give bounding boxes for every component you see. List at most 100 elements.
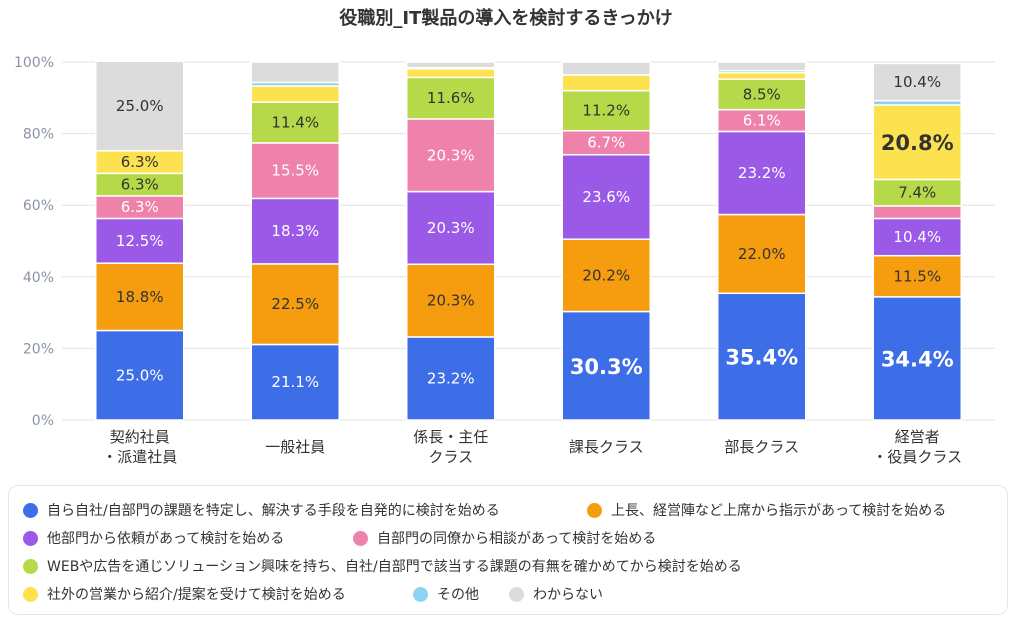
data-label: 10.4% xyxy=(893,73,941,91)
data-label: 12.5% xyxy=(116,232,164,250)
legend-item: わからない xyxy=(509,584,603,604)
data-label: 15.5% xyxy=(271,162,319,180)
legend-item: WEBや広告を通じソリューション興味を持ち、自社/自部門で該当する課題の有無を確… xyxy=(23,556,742,576)
x-tick-label: ・派遣社員 xyxy=(102,448,177,466)
data-label: 11.6% xyxy=(427,89,475,107)
data-label: 20.3% xyxy=(427,219,475,237)
bar-segment xyxy=(250,343,340,421)
bar-segment xyxy=(95,329,185,421)
bar-segment xyxy=(250,85,340,103)
data-label: 6.3% xyxy=(121,153,159,171)
data-label: 7.4% xyxy=(898,184,936,202)
data-label: 23.2% xyxy=(427,369,475,387)
legend-item: 自部門の同僚から相談があって検討を始める xyxy=(353,528,656,548)
x-tick-label: 経営者 xyxy=(895,428,940,446)
y-tick-label: 20% xyxy=(23,341,54,357)
x-tick-label: 部長クラス xyxy=(724,438,799,456)
bar-segment xyxy=(872,178,962,207)
data-label: 25.0% xyxy=(116,97,164,115)
bar-segment xyxy=(561,310,651,421)
legend-item: 社外の営業から紹介/提案を受けて検討を始める xyxy=(23,584,346,604)
bar-segment xyxy=(406,68,496,79)
data-label: 35.4% xyxy=(725,346,798,370)
data-label: 20.2% xyxy=(582,266,630,284)
y-tick-label: 40% xyxy=(23,270,54,286)
bar-segment xyxy=(561,89,651,132)
legend-swatch xyxy=(587,502,602,518)
bar-segment xyxy=(561,238,651,313)
legend-item: その他 xyxy=(413,584,479,604)
data-label: 11.4% xyxy=(271,114,319,132)
legend: 自ら自社/自部門の課題を特定し、解決する手段を自発的に検討を始める 上長、経営陣な… xyxy=(8,485,1008,615)
legend-label: 自ら自社/自部門の課題を特定し、解決する手段を自発的に検討を始める xyxy=(47,503,500,519)
legend-label: WEBや広告を通じソリューション興味を持ち、自社/自部門で該当する課題の有無を確… xyxy=(47,559,742,575)
data-label: 20.3% xyxy=(427,146,475,164)
data-label: 6.7% xyxy=(587,134,625,152)
bar-segment xyxy=(95,60,185,152)
legend-swatch xyxy=(353,530,368,546)
legend-swatch xyxy=(413,586,428,602)
legend-item: 上長、経営陣など上席から指示があって検討を始める xyxy=(587,500,946,520)
legend-swatch xyxy=(23,586,38,602)
data-label: 22.5% xyxy=(271,295,319,313)
data-label: 22.0% xyxy=(738,245,786,263)
y-tick-label: 0% xyxy=(32,413,54,429)
bar-segment xyxy=(872,205,962,220)
bar-segment xyxy=(406,336,496,421)
chart-title: 役職別_IT製品の導入を検討するきっかけ xyxy=(339,7,672,29)
bar-segment xyxy=(250,61,340,84)
x-tick-label: ・役員クラス xyxy=(872,448,962,466)
y-tick-label: 60% xyxy=(23,198,54,214)
y-tick-label: 80% xyxy=(23,127,54,143)
data-label: 25.0% xyxy=(116,366,164,384)
bar-segment xyxy=(717,71,807,80)
data-label: 21.1% xyxy=(271,373,319,391)
x-tick-label: クラス xyxy=(428,448,473,466)
data-label: 23.2% xyxy=(738,164,786,182)
data-label: 11.5% xyxy=(893,267,941,285)
bar-segment xyxy=(872,254,962,298)
bar-segment xyxy=(717,213,807,295)
data-label: 8.5% xyxy=(743,85,781,103)
data-label: 18.8% xyxy=(116,288,164,306)
bar-segment xyxy=(406,263,496,338)
data-label: 10.4% xyxy=(893,228,941,246)
stacked-bar-chart: 役職別_IT製品の導入を検討するきっかけ 25.0% 18.8% 12.5% 6.3%… xyxy=(14,7,995,466)
bar-segment xyxy=(250,263,340,346)
legend-item: 他部門から依頼があって検討を始める xyxy=(23,528,284,548)
legend-label: その他 xyxy=(437,587,479,603)
bar-segment xyxy=(561,74,651,92)
legend-item: 自ら自社/自部門の課題を特定し、解決する手段を自発的に検討を始める xyxy=(23,500,500,520)
data-label: 34.4% xyxy=(881,347,954,371)
bar-segment xyxy=(872,296,962,421)
bar-segment xyxy=(406,61,496,69)
data-label: 6.3% xyxy=(121,198,159,216)
bar-segment xyxy=(561,61,651,76)
x-tick-label: 一般社員 xyxy=(265,438,325,456)
bar-segment xyxy=(95,262,185,332)
bar-segment xyxy=(95,217,185,264)
data-label: 6.3% xyxy=(121,176,159,194)
data-label: 20.3% xyxy=(427,292,475,310)
legend-label: わからない xyxy=(533,587,603,603)
x-tick-label: 課長クラス xyxy=(569,438,644,456)
legend-swatch xyxy=(509,586,524,602)
data-label: 30.3% xyxy=(570,355,643,379)
y-tick-label: 100% xyxy=(14,55,54,71)
data-label: 6.1% xyxy=(743,112,781,130)
bar-segment xyxy=(717,61,807,72)
legend-swatch xyxy=(23,530,38,546)
bar-segment xyxy=(250,142,340,200)
legend-label: 他部門から依頼があって検討を始める xyxy=(47,531,285,547)
legend-swatch xyxy=(23,558,38,574)
bar-segment xyxy=(717,130,807,216)
bar-segment xyxy=(872,62,962,102)
x-tick-label: 契約社員 xyxy=(110,428,170,446)
legend-label: 自部門の同僚から相談があって検討を始める xyxy=(377,531,657,547)
bar-segment xyxy=(561,153,651,240)
data-label: 11.2% xyxy=(582,102,630,120)
data-label: 20.8% xyxy=(881,131,954,155)
x-tick-label: 係長・主任 xyxy=(413,428,488,446)
data-label: 18.3% xyxy=(271,222,319,240)
legend-label: 社外の営業から紹介/提案を受けて検討を始める xyxy=(47,587,346,603)
